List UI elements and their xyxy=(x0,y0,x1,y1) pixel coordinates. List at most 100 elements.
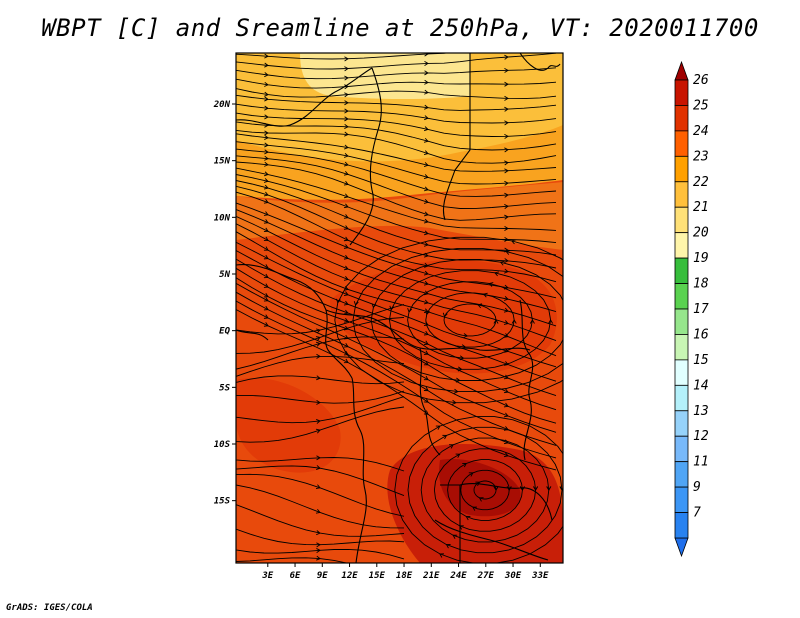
streamline-arrow xyxy=(353,301,359,306)
streamline-arrow xyxy=(504,204,509,209)
lon-tick-label: 6E xyxy=(290,571,301,581)
streamline-arrow xyxy=(315,336,321,341)
streamline-arrow xyxy=(344,131,349,137)
streamline-arrow xyxy=(504,236,509,242)
colorbar-swatch xyxy=(674,461,689,488)
streamline-arrow xyxy=(504,225,509,231)
streamline-arrow xyxy=(344,56,349,62)
streamline-arrow xyxy=(423,299,429,305)
streamline xyxy=(236,215,557,327)
streamline-arrow xyxy=(263,297,269,302)
streamline-arrow xyxy=(424,89,429,95)
streamline-arrow xyxy=(343,291,349,296)
streamline-arrow xyxy=(407,308,413,313)
streamline xyxy=(236,273,557,424)
streamline-arrow xyxy=(263,227,269,233)
streamline-arrow xyxy=(567,320,571,324)
streamline-arrow xyxy=(344,124,349,129)
colorbar-bottom-arrow xyxy=(674,537,689,558)
streamline-arrow xyxy=(463,333,469,339)
streamline-arrow xyxy=(423,330,429,336)
streamline-arrow xyxy=(344,66,349,72)
streamline-arrow xyxy=(452,534,458,539)
streamline-arrow xyxy=(263,236,269,242)
streamline-arrow xyxy=(423,162,429,167)
colorbar-level-label: 11 xyxy=(693,455,709,470)
streamline xyxy=(473,480,497,500)
colorbar-swatch xyxy=(674,359,689,386)
streamline-arrow xyxy=(263,273,269,279)
lon-tick-label: 33E xyxy=(531,571,549,581)
lon-tick-label: 18E xyxy=(396,571,413,581)
streamline-arrow xyxy=(546,486,552,491)
streamline-arrow xyxy=(573,487,577,491)
streamline-arrow xyxy=(423,290,429,296)
streamline-arrow xyxy=(343,193,349,199)
streamline-arrow xyxy=(423,270,429,276)
colorbar-level-label: 21 xyxy=(693,200,709,215)
streamline xyxy=(425,292,515,348)
streamline-arrow xyxy=(465,515,471,521)
map-axes: 20N 15N 10N 5N EQ 5S 10S 15S 3E 6E 9E 12E 15E 18E 21E 2… xyxy=(213,100,549,581)
colorbar-level-label: 22 xyxy=(693,175,709,190)
streamline-arrow xyxy=(503,320,509,325)
colorbar-swatch xyxy=(674,334,689,361)
streamline xyxy=(420,437,550,543)
streamline-arrow xyxy=(424,115,429,121)
streamline-arrow xyxy=(263,322,269,327)
streamline xyxy=(443,303,497,337)
streamline-arrow xyxy=(455,453,461,458)
streamline-arrow xyxy=(504,120,509,126)
streamline-arrow xyxy=(263,314,269,319)
streamline-arrow xyxy=(315,508,321,514)
lat-tick-label: 20N xyxy=(213,100,231,110)
streamline-arrow xyxy=(316,555,321,561)
colorbar-swatch xyxy=(674,410,689,437)
streamline-arrow xyxy=(315,341,321,347)
lon-tick-label: 9E xyxy=(317,571,328,581)
streamline-arrow xyxy=(503,296,509,301)
streamline-arrow xyxy=(343,170,349,176)
streamline-arrow xyxy=(424,70,429,76)
streamline-arrow xyxy=(343,225,349,230)
streamline xyxy=(236,53,450,60)
streamline xyxy=(236,191,557,283)
streamline-arrow xyxy=(343,254,349,260)
lon-tick-label: 12E xyxy=(341,571,358,581)
colorbar-top-arrow xyxy=(674,60,689,81)
streamline xyxy=(236,223,557,342)
streamline-arrow xyxy=(494,271,499,277)
streamline-arrow xyxy=(423,386,429,392)
streamline-arrow xyxy=(423,280,429,286)
streamline xyxy=(236,390,405,405)
streamline-arrow xyxy=(449,444,454,449)
streamline-arrow xyxy=(423,241,429,247)
streamline-arrow xyxy=(504,106,509,112)
streamline-arrow xyxy=(468,472,474,477)
streamline-arrow xyxy=(344,116,349,122)
streamline-arrow xyxy=(423,340,429,346)
streamline xyxy=(236,336,405,370)
streamline-arrow xyxy=(343,300,349,306)
streamline-arrow xyxy=(316,399,321,405)
streamline-arrow xyxy=(504,67,509,73)
colorbar-swatch xyxy=(674,105,689,132)
streamline-arrow xyxy=(343,203,349,209)
colorbar: 7 9 11 12 13 14 15 16 17 18 19 20 21 22 23 24 25 26 xyxy=(674,60,709,558)
streamline-arrow xyxy=(503,402,509,408)
streamline-arrow xyxy=(263,191,269,197)
colorbar-level-label: 20 xyxy=(693,226,709,241)
streamline-arrow xyxy=(442,434,448,440)
streamline xyxy=(236,93,557,111)
streamline-arrow xyxy=(503,388,509,394)
streamline xyxy=(236,78,557,89)
streamline-arrow xyxy=(263,305,269,311)
streamline-arrow xyxy=(478,497,484,502)
streamline-arrow xyxy=(442,312,448,318)
streamline xyxy=(236,146,557,197)
streamline-arrow xyxy=(343,309,349,315)
colorbar-level-label: 26 xyxy=(693,73,709,88)
streamline xyxy=(236,101,557,124)
streamline-arrow xyxy=(423,174,429,179)
